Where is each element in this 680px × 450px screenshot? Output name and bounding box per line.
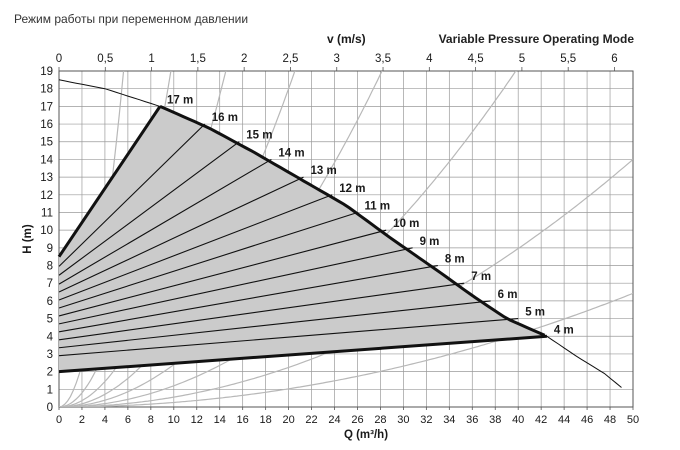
x2-tick-label: 1: [148, 53, 154, 65]
head-line-10m: [58, 229, 387, 317]
y-tick-label: 0: [47, 402, 53, 414]
y-tick-label: 12: [40, 190, 53, 202]
x-tick-label: 18: [260, 414, 272, 426]
x-tick-label: 22: [305, 414, 317, 426]
chart-title-en: Variable Pressure Operating Mode: [438, 32, 634, 46]
head-line-13m: [58, 176, 304, 293]
y-tick-label: 11: [41, 207, 53, 219]
y-axis-label: H (m): [22, 224, 34, 254]
x-tick-label: 20: [282, 414, 294, 426]
y-tick-label: 13: [40, 172, 53, 184]
x2-tick-label: 5: [519, 53, 525, 65]
head-line-6m: [58, 300, 491, 349]
x-tick-label: 10: [168, 414, 180, 426]
y-tick-label: 7: [47, 278, 53, 290]
envelope-bottom-border: [58, 334, 548, 374]
y-tick-label: 8: [47, 261, 53, 273]
x-tick-label: 46: [581, 414, 593, 426]
x-tick-label: 26: [351, 414, 363, 426]
y-tick-label: 19: [40, 66, 53, 78]
chart-title-ru: Режим работы при переменном давлении: [14, 12, 249, 26]
x-tick-label: 48: [604, 414, 616, 426]
head-label-11m: 11 m: [364, 200, 390, 212]
y-tick-label: 17: [40, 101, 53, 113]
x-tick-label: 32: [420, 414, 432, 426]
head-label-15m: 15 m: [246, 130, 272, 142]
y-tick-label: 3: [47, 349, 53, 361]
velocity-axis-label: v (m/s): [327, 32, 366, 46]
x-tick-label: 4: [102, 414, 108, 426]
x-tick-label: 34: [443, 414, 455, 426]
y-tick-label: 4: [47, 331, 54, 343]
x-tick-label: 44: [558, 414, 570, 426]
head-label-6m: 6 m: [498, 289, 518, 301]
y-tick-label: 14: [40, 154, 53, 166]
x2-tick-label: 1,5: [190, 53, 206, 65]
x-tick-label: 50: [627, 414, 639, 426]
x-axis-label: Q (m³/h): [344, 429, 388, 441]
head-label-16m: 16 m: [212, 112, 238, 124]
x-tick-label: 16: [237, 414, 249, 426]
head-line-15m: [58, 141, 240, 276]
head-line-8m: [58, 264, 438, 333]
x2-tick-label: 3: [334, 53, 340, 65]
x-tick-label: 30: [397, 414, 409, 426]
y-tick-label: 18: [40, 84, 53, 96]
head-line-12m: [58, 194, 333, 301]
envelope-top-border: [157, 105, 546, 337]
x2-tick-label: 2: [241, 53, 247, 65]
head-line-14m: [58, 158, 272, 285]
x-tick-label: 6: [125, 414, 131, 426]
x-tick-label: 14: [214, 414, 226, 426]
plot-frame: [58, 70, 634, 408]
x-tick-label: 12: [191, 414, 203, 426]
head-line-7m: [58, 282, 465, 341]
envelope-left-border: [57, 105, 162, 258]
x2-tick-label: 4: [426, 53, 433, 65]
system-curve-8: [59, 292, 633, 407]
x2-tick-label: 3,5: [375, 53, 391, 65]
head-label-17m: 17 m: [167, 94, 193, 106]
head-line-16m: [58, 123, 206, 267]
y-tick-label: 10: [40, 225, 53, 237]
x-tick-label: 38: [489, 414, 501, 426]
x-tick-label: 42: [535, 414, 547, 426]
x2-tick-label: 4,5: [468, 53, 484, 65]
x-tick-label: 0: [56, 414, 62, 426]
head-label-13m: 13 m: [311, 165, 337, 177]
x-tick-label: 36: [466, 414, 478, 426]
x-tick-label: 8: [148, 414, 154, 426]
y-tick-label: 2: [47, 367, 53, 379]
head-label-5m: 5 m: [525, 307, 545, 319]
x2-tick-label: 0: [56, 53, 62, 65]
x-tick-label: 2: [79, 414, 85, 426]
x-tick-label: 40: [512, 414, 524, 426]
head-label-7m: 7 m: [471, 271, 491, 283]
x2-tick-label: 0,5: [97, 53, 113, 65]
head-label-12m: 12 m: [339, 183, 365, 195]
head-label-4m: 4 m: [554, 324, 574, 336]
y-tick-label: 1: [47, 384, 53, 396]
x-tick-label: 28: [374, 414, 386, 426]
operating-envelope: [59, 106, 547, 372]
y-tick-label: 16: [40, 119, 53, 131]
x2-tick-label: 5,5: [560, 53, 576, 65]
head-label-9m: 9 m: [420, 236, 440, 248]
y-tick-label: 9: [47, 243, 53, 255]
head-line-5m: [58, 318, 519, 357]
y-tick-label: 15: [40, 137, 53, 149]
x-tick-label: 24: [328, 414, 340, 426]
x2-tick-label: 2,5: [282, 53, 298, 65]
y-tick-label: 6: [47, 296, 53, 308]
head-label-8m: 8 m: [445, 254, 465, 266]
head-label-14m: 14 m: [278, 147, 304, 159]
x2-tick-label: 6: [611, 53, 617, 65]
y-tick-label: 5: [47, 314, 53, 326]
head-line-11m: [58, 211, 358, 309]
head-label-10m: 10 m: [393, 218, 419, 230]
head-line-9m: [58, 247, 413, 325]
